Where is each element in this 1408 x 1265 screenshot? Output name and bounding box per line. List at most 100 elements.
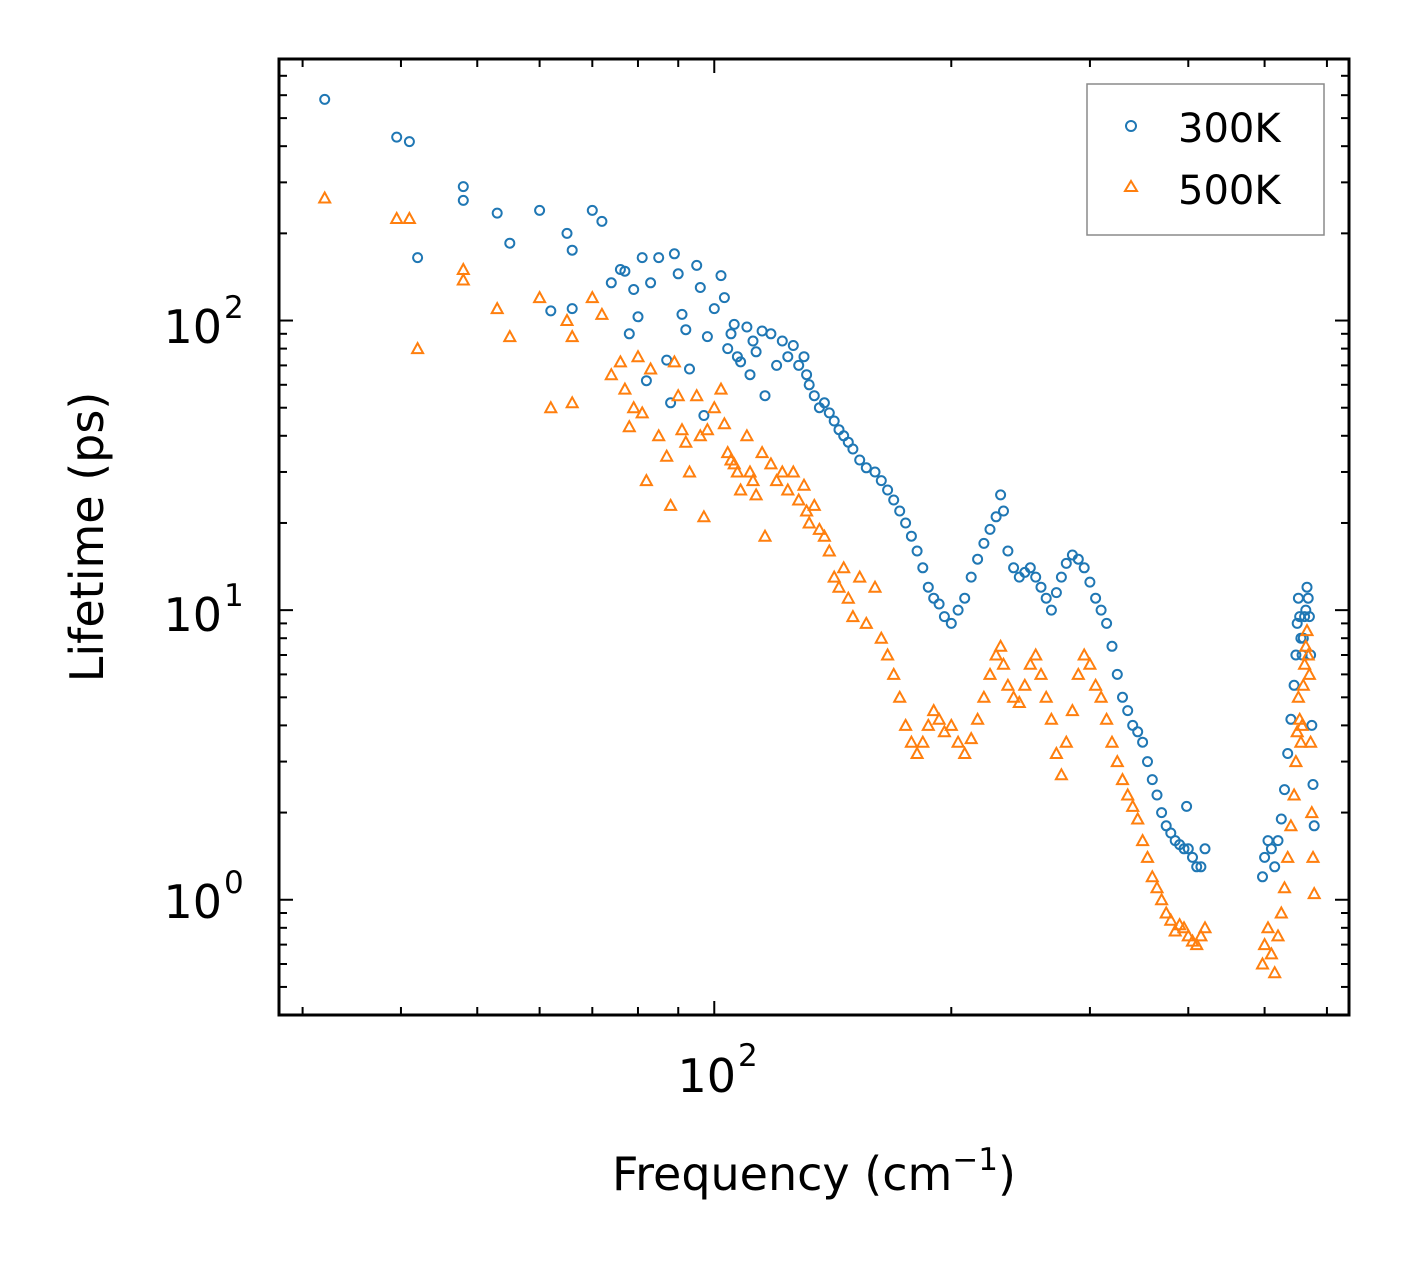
data-point-300k [632,311,644,323]
data-point-300k [828,415,840,427]
data-point-300k [1156,807,1168,819]
data-point-300k [545,305,557,317]
data-point-500k [915,734,930,748]
data-point-300k [998,505,1009,517]
series-300k [319,93,1320,883]
data-point-500k [1176,920,1192,934]
data-point-300k [801,369,813,381]
data-point-500k [1044,711,1059,725]
data-point-300k [701,331,713,343]
data-point-300k [952,604,964,616]
data-point-500k [1033,666,1049,680]
data-point-500k [317,190,332,204]
data-point-300k [1084,576,1096,588]
data-point-300k [1299,611,1311,623]
data-point-500k [1290,724,1305,738]
data-point-300k [1301,581,1313,593]
data-point-500k [754,445,770,459]
data-point-500k [867,579,883,593]
data-point-300k [972,553,984,565]
data-point-300k [1078,562,1090,574]
legend-box [1086,83,1325,236]
data-point-500k [1140,849,1155,863]
data-point-300k [1308,820,1320,832]
data-point-300k [1151,789,1163,801]
data-point-300k [938,611,950,623]
data-point-300k [787,340,799,351]
data-point-500k [1181,928,1196,942]
legend-marker-300k [1125,120,1137,132]
data-point-500k [1297,656,1312,670]
data-point-500k [852,569,867,583]
data-point-300k [1178,843,1190,855]
data-point-500k [739,428,755,442]
data-point-500k [671,388,686,402]
data-point-500k [988,647,1004,661]
data-point-300k [888,494,900,506]
data-point-300k [1257,871,1268,883]
data-point-300k [735,356,747,368]
data-point-500k [802,515,817,529]
data-point-500k [796,477,812,491]
data-point-300k [1285,713,1297,725]
data-point-300k [1137,736,1149,748]
data-point-300k [965,571,977,583]
data-point-300k [1195,861,1207,873]
data-point-500k [1304,805,1319,819]
data-point-500k [1115,772,1130,786]
data-point-500k [1280,849,1295,863]
data-point-500k [1193,928,1209,942]
y-tick-label-100: 10 [163,300,222,354]
data-point-300k [1106,640,1118,652]
data-point-300k [1199,843,1211,855]
data-point-300k [900,517,912,529]
data-point-500k [643,361,658,375]
data-point-500k [1125,798,1140,812]
data-point-500k [502,329,517,343]
data-point-500k [807,497,822,511]
data-point-500k [926,703,941,717]
data-point-300k [491,207,503,219]
data-point-300k [750,346,762,358]
data-point-500k [1099,711,1114,725]
data-point-500k [944,717,959,731]
data-point-500k [1163,912,1178,926]
data-point-300k [917,562,929,574]
data-point-500k [1293,734,1309,748]
data-point-300k [1182,843,1194,855]
data-point-300k [728,318,740,330]
data-point-500k [639,473,654,487]
data-point-500k [950,734,966,748]
data-point-300k [995,489,1007,501]
data-point-500k [1071,666,1086,680]
data-point-300k [1090,592,1102,604]
data-point-300k [823,407,835,419]
data-point-300k [1111,668,1123,680]
data-point-300k [715,270,727,282]
data-point-500k [700,422,715,436]
data-point-500k [1307,886,1322,900]
data-point-500k [727,456,742,470]
data-point-300k [1040,592,1052,604]
data-point-500k [613,354,628,368]
data-point-500k [769,473,784,487]
data-point-500k [617,381,633,395]
legend-label-500k: 500K [1178,168,1282,214]
data-point-300k [645,277,657,289]
data-point-500k [964,731,979,745]
data-point-300k [661,354,673,366]
x-tick-label-100-exp: 2 [738,1038,758,1074]
data-point-500k [957,745,972,759]
data-point-500k [1257,937,1272,951]
data-point-300k [668,248,680,260]
data-point-500k [1301,647,1316,661]
data-point-300k [793,359,805,371]
data-point-300k [1191,861,1203,873]
data-point-300k [744,369,756,381]
data-point-300k [623,328,635,340]
data-point-300k [1045,604,1057,616]
data-point-300k [759,390,771,402]
data-point-500k [1012,694,1027,708]
data-point-500k [892,689,907,703]
data-point-500k [1017,677,1032,691]
